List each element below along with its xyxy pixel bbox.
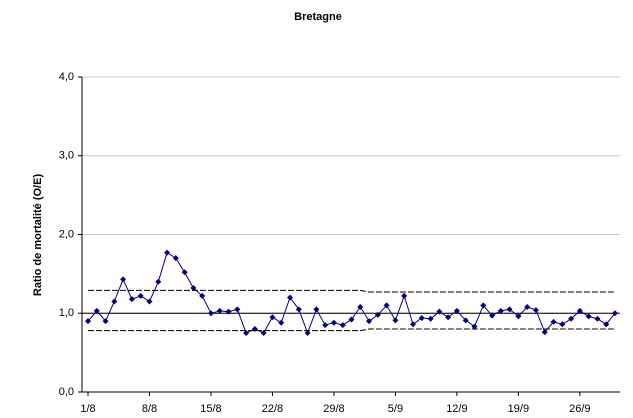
point [339,322,346,329]
point [392,317,399,324]
point [207,310,214,317]
limit-line [88,289,615,293]
point [471,323,478,330]
y-tick-label: 3,0 [59,150,74,162]
point [436,308,443,315]
point [576,307,583,314]
x-tick-label: 26/9 [569,403,590,415]
point [612,310,618,317]
y-tick-label: 2,0 [59,228,74,240]
x-tick-label: 5/9 [388,403,403,415]
point [146,298,153,305]
x-tick-label: 19/9 [508,403,529,415]
y-axis-label: Ratio de mortalité (O/E) [32,174,44,297]
point [568,315,575,322]
point [128,296,135,303]
point [269,314,276,321]
point [234,306,241,313]
chart-title: Bretagne [294,11,342,23]
point [489,312,496,319]
point [357,303,364,310]
point [330,319,337,326]
y-tick-label: 1,0 [59,307,74,319]
point [287,294,294,301]
point [383,302,390,309]
point [532,307,539,314]
point [111,298,118,305]
point [199,292,206,299]
y-tick-label: 0,0 [59,386,74,398]
point [181,269,188,276]
point [164,249,171,256]
point [172,255,179,262]
point [216,307,223,314]
point [374,311,381,318]
x-tick-label: 29/8 [323,403,344,415]
point [409,321,416,328]
point [243,329,250,336]
point [445,314,452,321]
point [190,285,197,292]
point [550,318,557,325]
x-tick-label: 22/8 [262,403,283,415]
point [322,322,329,329]
point [120,276,127,283]
point [102,318,109,325]
point [541,329,548,336]
point [260,329,267,336]
x-tick-label: 15/8 [200,403,221,415]
point [462,317,469,324]
point [137,292,144,299]
point [85,318,91,325]
x-tick-label: 8/8 [142,403,157,415]
point [418,314,425,321]
point [480,302,487,309]
x-tick-label: 12/9 [446,403,467,415]
point [366,318,373,325]
y-tick-label: 4,0 [59,71,74,83]
limit-line [88,328,615,332]
point [453,307,460,314]
point [603,321,610,328]
point [559,321,566,328]
point [427,315,434,322]
point [295,306,302,313]
point [524,303,531,310]
point [594,315,601,322]
point [348,316,355,323]
point [515,313,522,320]
x-tick-label: 1/8 [80,403,95,415]
point [93,307,100,314]
point [225,308,232,315]
point [155,278,162,285]
point [304,329,311,336]
point [313,306,320,313]
point [585,313,592,320]
point [506,306,513,313]
point [497,307,504,314]
point [401,292,408,299]
point [278,319,285,326]
